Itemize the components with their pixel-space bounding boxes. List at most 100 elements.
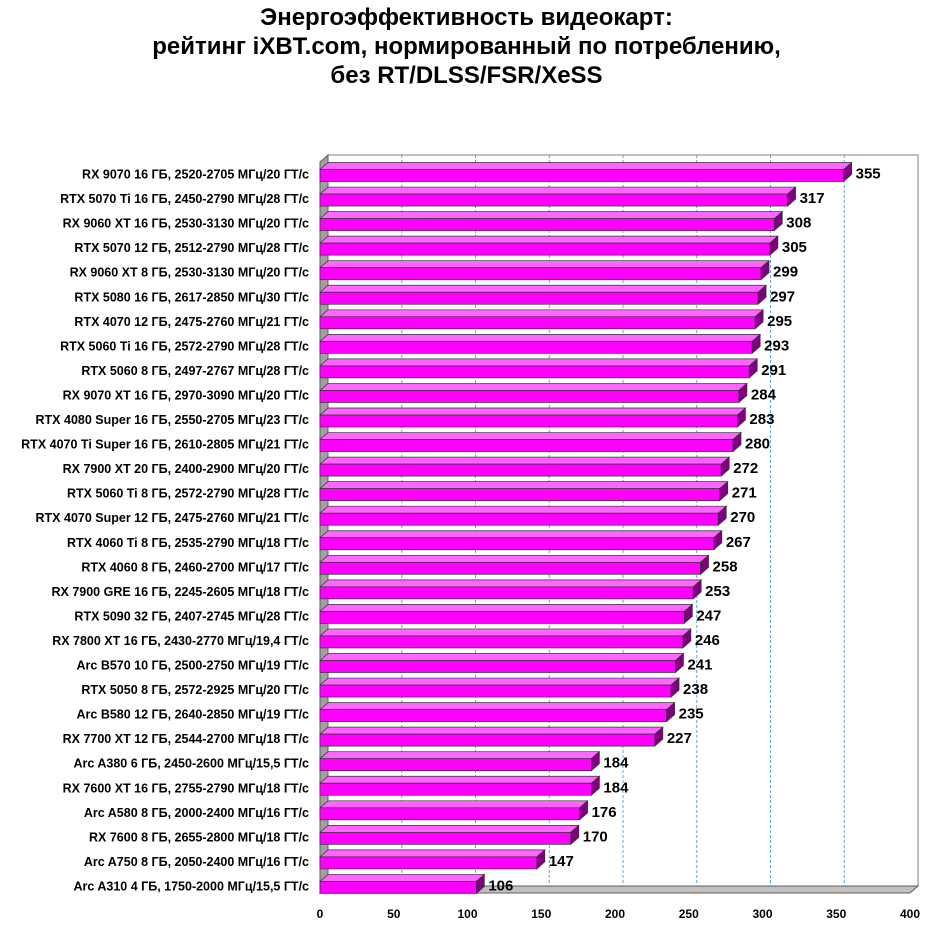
bar (319, 561, 701, 575)
chart-title: Энергоэффективность видеокарт: рейтинг i… (0, 3, 933, 90)
chart-title-line-3: без RT/DLSS/FSR/XeSS (330, 62, 603, 89)
bar-top-face (319, 824, 580, 833)
x-tick-label: 300 (752, 907, 772, 921)
category-label: Arc A380 6 ГБ, 2450-2600 МГц/15,5 ГТ/с (73, 757, 309, 771)
bar-top-face (319, 481, 729, 489)
value-label: 305 (782, 239, 807, 256)
value-label: 176 (592, 804, 617, 821)
chart-title-line-2: рейтинг iXBT.com, нормированный по потре… (152, 33, 781, 60)
value-label: 235 (679, 706, 704, 723)
bar-top-face (319, 505, 728, 514)
category-label: RTX 5050 8 ГБ, 2572-2925 МГц/20 ГТ/с (81, 683, 309, 697)
bar-end-face (476, 873, 485, 895)
bar-end-face (773, 210, 783, 232)
bar (319, 758, 592, 772)
bar-end-face (591, 750, 600, 772)
bar-top-face (319, 284, 768, 293)
bar (319, 291, 759, 305)
bar-top-face (319, 849, 546, 858)
bar-top-face (319, 554, 710, 563)
value-label: 227 (667, 730, 692, 747)
value-label: 170 (583, 828, 608, 845)
value-label: 238 (683, 681, 708, 698)
bar-end-face (769, 235, 779, 256)
bar-end-face (682, 628, 692, 649)
x-tick-label: 100 (457, 907, 477, 921)
bar-end-face (787, 186, 796, 207)
bar-top-face (319, 162, 853, 170)
category-label: RTX 5070 12 ГБ, 2512-2790 МГц/28 ГТ/с (74, 241, 309, 255)
x-tick-label: 0 (317, 907, 324, 921)
bar (319, 341, 753, 354)
x-tick-label: 200 (605, 907, 625, 921)
value-label: 147 (549, 853, 574, 870)
bar-top-face (319, 235, 779, 244)
value-label: 299 (773, 264, 798, 281)
bar (319, 782, 592, 796)
bar-top-face (319, 260, 770, 269)
category-label: RX 7600 XT 16 ГБ, 2755-2790 МГц/18 ГТ/с (63, 781, 309, 795)
value-label: 293 (764, 337, 789, 354)
bar (319, 242, 771, 256)
bar-end-face (720, 456, 730, 477)
value-label: 297 (770, 288, 795, 305)
bar (319, 267, 762, 281)
bar-end-face (732, 431, 742, 453)
bar (319, 881, 477, 894)
value-label: 241 (687, 657, 712, 674)
category-label: RX 7600 8 ГБ, 2655-2800 МГц/18 ГТ/с (89, 830, 309, 844)
category-label: Arc B580 12 ГБ, 2640-2850 МГц/19 ГТ/с (77, 708, 310, 722)
category-label: RX 7900 GRE 16 ГБ, 2245-2605 МГц/18 ГТ/с (51, 585, 309, 599)
bar-end-face (748, 358, 758, 379)
bar-end-face (719, 480, 729, 502)
bar (319, 390, 740, 403)
category-label: Arc A580 8 ГБ, 2000-2400 МГц/16 ГТ/с (84, 806, 309, 820)
category-label: Arc A310 4 ГБ, 1750-2000 МГц/15,5 ГТ/с (73, 879, 309, 893)
bar-end-face (654, 726, 664, 747)
category-label: RX 7900 XT 20 ГБ, 2400-2900 МГц/20 ГТ/с (63, 462, 309, 476)
category-label: RTX 4060 Ti 8 ГБ, 2535-2790 МГц/18 ГТ/с (67, 536, 309, 550)
value-label: 280 (745, 436, 770, 453)
bar-end-face (713, 529, 723, 551)
bar (319, 807, 580, 821)
bar (319, 193, 788, 207)
value-label: 355 (856, 166, 881, 183)
bar-top-face (319, 653, 685, 661)
category-label: Arc A750 8 ГБ, 2050-2400 МГц/16 ГТ/с (84, 855, 309, 869)
bar-end-face (570, 824, 580, 846)
bar-end-face (666, 701, 675, 723)
value-label: 308 (786, 215, 811, 232)
bar-top-face (319, 530, 723, 539)
bar (319, 463, 722, 477)
value-label: 271 (732, 485, 757, 502)
bar-end-face (675, 652, 684, 674)
bar (319, 365, 750, 379)
bar-end-face (760, 259, 770, 281)
bar (319, 439, 734, 452)
value-label: 291 (761, 362, 786, 379)
bar-top-face (319, 751, 601, 760)
bar (319, 512, 719, 526)
value-label: 106 (488, 877, 513, 894)
bar (319, 684, 672, 698)
bar (319, 709, 667, 722)
bar-top-face (319, 604, 694, 612)
category-label: RX 7700 XT 12 ГБ, 2544-2700 МГц/18 ГТ/с (63, 732, 309, 746)
category-label: RTX 5080 16 ГБ, 2617-2850 МГц/30 ГТ/с (74, 290, 309, 304)
category-label: RTX 4070 Ti Super 16 ГБ, 2610-2805 МГц/2… (21, 438, 309, 452)
x-tick-label: 350 (826, 907, 846, 921)
category-label: RTX 4070 12 ГБ, 2475-2760 МГц/21 ГТ/с (74, 315, 309, 329)
bar-top-face (319, 800, 589, 809)
bar (319, 856, 538, 870)
bar (319, 611, 685, 624)
value-label: 247 (696, 607, 721, 624)
bar-top-face (319, 628, 692, 637)
bar (319, 169, 844, 182)
bar-end-face (683, 603, 693, 625)
category-labels: RX 9070 16 ГБ, 2520-2705 МГц/20 ГТ/с RTX … (21, 168, 309, 894)
value-label: 246 (695, 632, 720, 649)
bar-end-face (751, 333, 761, 355)
value-label: 295 (767, 313, 792, 330)
value-label: 184 (603, 779, 629, 796)
